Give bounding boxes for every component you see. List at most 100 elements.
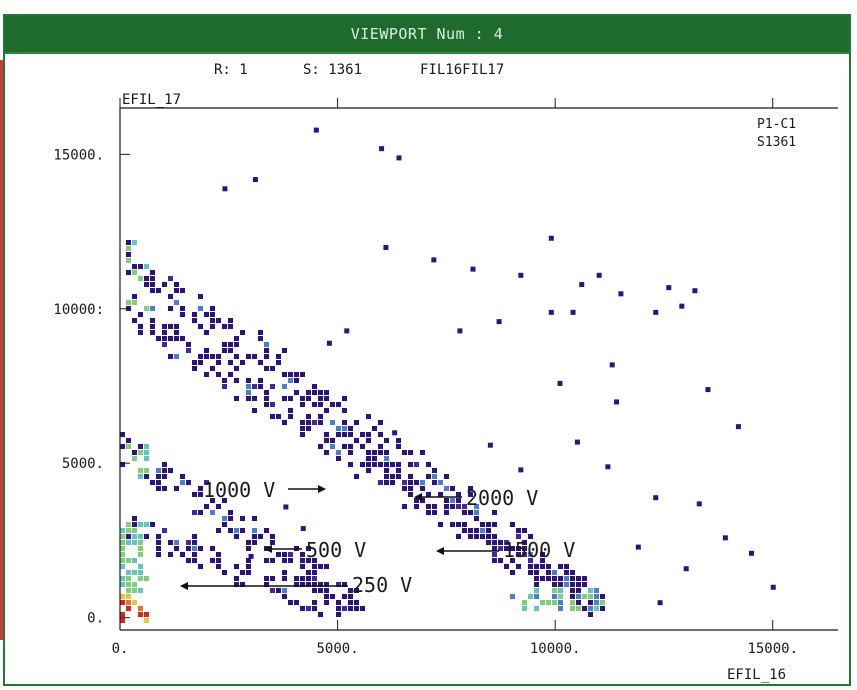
density-cell (270, 414, 275, 419)
density-cell (258, 534, 263, 539)
outlier-point (252, 177, 258, 183)
density-cell (192, 510, 197, 515)
density-cell (156, 468, 161, 473)
density-cell (294, 600, 299, 605)
density-cell (354, 420, 359, 425)
outlier-point (518, 467, 524, 473)
density-cell (396, 474, 401, 479)
density-cell (462, 528, 467, 533)
density-cell (564, 582, 569, 587)
density-cell (228, 372, 233, 377)
density-cell (180, 336, 185, 341)
density-cell (234, 528, 239, 533)
density-cell (330, 594, 335, 599)
density-cell (558, 582, 563, 587)
density-cell (150, 522, 155, 527)
density-cell (198, 546, 203, 551)
outlier-point (653, 495, 659, 501)
density-cell (342, 606, 347, 611)
density-cell (246, 558, 251, 563)
density-cell (576, 582, 581, 587)
density-cell (198, 306, 203, 311)
density-cell (240, 582, 245, 587)
density-cell (150, 270, 155, 275)
density-cell (414, 498, 419, 503)
outlier-point (344, 328, 350, 334)
density-cell (366, 432, 371, 437)
density-cell (138, 576, 143, 581)
density-cell (438, 480, 443, 485)
density-cell (366, 450, 371, 455)
density-cell (228, 360, 233, 365)
density-cell (162, 486, 167, 491)
density-cell (324, 408, 329, 413)
density-cell (270, 576, 275, 581)
density-cell (378, 450, 383, 455)
density-cell (180, 480, 185, 485)
density-cell (474, 504, 479, 509)
density-cell (198, 354, 203, 359)
density-cell (192, 540, 197, 545)
density-cell (426, 510, 431, 515)
outlier-point (596, 272, 602, 278)
density-cell (570, 594, 575, 599)
annotation-arrowhead (180, 582, 188, 590)
density-cell (162, 336, 167, 341)
density-cell (234, 342, 239, 347)
density-cell (150, 330, 155, 335)
density-cell (408, 480, 413, 485)
density-cell (228, 510, 233, 515)
density-cell (198, 564, 203, 569)
density-cell (474, 534, 479, 539)
density-cell (534, 594, 539, 599)
density-cell (534, 564, 539, 569)
density-cell (324, 438, 329, 443)
viewport-title-bar[interactable]: VIEWPORT Num : 4 (5, 16, 849, 54)
density-cell (174, 336, 179, 341)
density-cell (540, 558, 545, 563)
outlier-point (222, 186, 228, 192)
density-cell (480, 528, 485, 533)
density-cell (246, 570, 251, 575)
density-cell (450, 498, 455, 503)
density-cell (486, 534, 491, 539)
density-cell (282, 570, 287, 575)
density-cell (306, 558, 311, 563)
density-cell (126, 252, 131, 257)
density-cell (138, 312, 143, 317)
density-cell (300, 576, 305, 581)
density-cell (456, 522, 461, 527)
density-cell (216, 372, 221, 377)
density-cell (144, 522, 149, 527)
density-cell (384, 474, 389, 479)
density-cell (180, 552, 185, 557)
density-cell (510, 558, 515, 563)
density-cell (438, 522, 443, 527)
density-cell (408, 486, 413, 491)
density-cell (240, 330, 245, 335)
density-cell (342, 582, 347, 587)
density-cell (168, 540, 173, 545)
density-cell (306, 570, 311, 575)
density-cell (156, 288, 161, 293)
density-cell (150, 324, 155, 329)
density-cell (420, 450, 425, 455)
density-cell (192, 558, 197, 563)
outlier-point (470, 266, 476, 272)
density-cell (552, 600, 557, 605)
density-cell (402, 480, 407, 485)
density-cell (180, 288, 185, 293)
density-cell (312, 384, 317, 389)
density-cell (420, 498, 425, 503)
density-cell (168, 354, 173, 359)
window-left-edge (0, 60, 3, 640)
density-cell (252, 396, 257, 401)
density-cell (468, 534, 473, 539)
density-cell (216, 564, 221, 569)
outlier-point (392, 430, 398, 436)
density-cell (408, 474, 413, 479)
density-cell (576, 576, 581, 581)
density-cell (468, 528, 473, 533)
density-cell (216, 528, 221, 533)
